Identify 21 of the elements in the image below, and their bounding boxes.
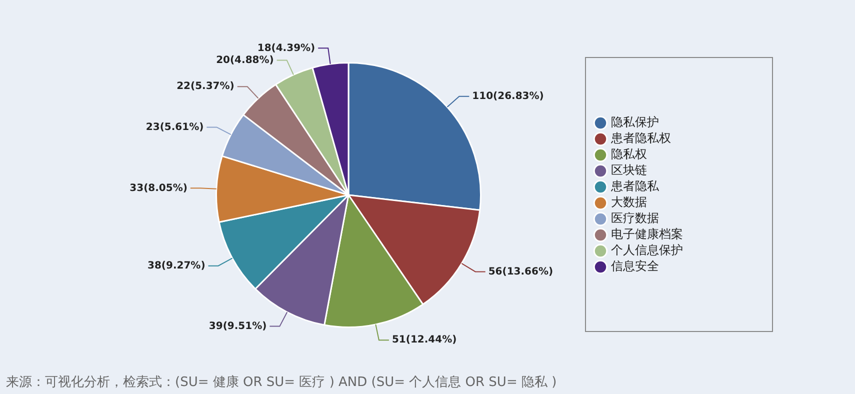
data-label: 18(4.39%) — [257, 42, 316, 54]
legend-label: 患者隐私 — [610, 179, 660, 194]
data-label: 39(9.51%) — [208, 320, 267, 332]
data-label: 20(4.88%) — [216, 54, 274, 66]
data-label: 56(13.66%) — [488, 266, 554, 278]
legend-label: 大数据 — [611, 195, 647, 210]
legend-label: 电子健康档案 — [611, 227, 683, 242]
source-note: 来源：可视化分析，检索式：(SU= 健康 OR SU= 医疗 ) AND (SU= 个人信息 OR SU= 隐私 ) — [6, 374, 557, 391]
data-label: 38(9.27%) — [148, 260, 206, 272]
legend-label: 个人信息保护 — [611, 243, 683, 258]
legend-label: 医疗数据 — [611, 211, 659, 226]
legend-label: 患者隐私权 — [610, 131, 671, 146]
data-label: 110(26.83%) — [472, 90, 544, 102]
data-label: 23(5.61%) — [146, 122, 204, 133]
data-label: 22(5.37%) — [176, 81, 234, 92]
legend-label: 信息安全 — [611, 259, 659, 274]
data-label: 33(8.05%) — [130, 182, 188, 194]
data-label: 51(12.44%) — [392, 334, 457, 346]
legend-label: 区块链 — [611, 163, 647, 178]
legend-label: 隐私权 — [611, 147, 647, 162]
legend-label: 隐私保护 — [611, 115, 659, 130]
